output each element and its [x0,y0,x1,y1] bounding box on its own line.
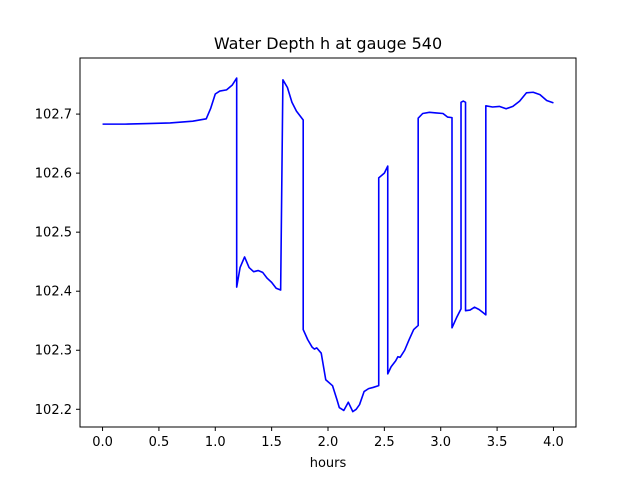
x-axis-label: hours [310,456,347,471]
y-tick-label: 102.3 [35,344,72,359]
y-tick-label: 102.7 [35,108,72,123]
x-tick-label: 3.5 [487,435,508,450]
y-tick-label: 102.6 [35,167,72,182]
x-axis: 0.0 0.5 1.0 1.5 2.0 2.5 3.0 3.5 4.0 [92,427,564,450]
y-axis: 102.2 102.3 102.4 102.5 102.6 102.7 [35,108,80,418]
x-tick-label: 0.5 [149,435,170,450]
x-tick-label: 4.0 [543,435,564,450]
y-tick-label: 102.5 [35,226,72,241]
chart-title: Water Depth h at gauge 540 [214,34,442,53]
x-tick-label: 1.5 [261,435,282,450]
x-tick-label: 0.0 [92,435,113,450]
x-tick-label: 2.5 [374,435,395,450]
y-tick-label: 102.2 [35,403,72,418]
y-tick-label: 102.4 [35,285,72,300]
x-tick-label: 2.0 [318,435,339,450]
plot-area [102,77,554,413]
series-line [102,77,554,413]
x-tick-label: 3.0 [430,435,451,450]
axes-frame [79,57,577,428]
x-tick-label: 1.0 [205,435,226,450]
